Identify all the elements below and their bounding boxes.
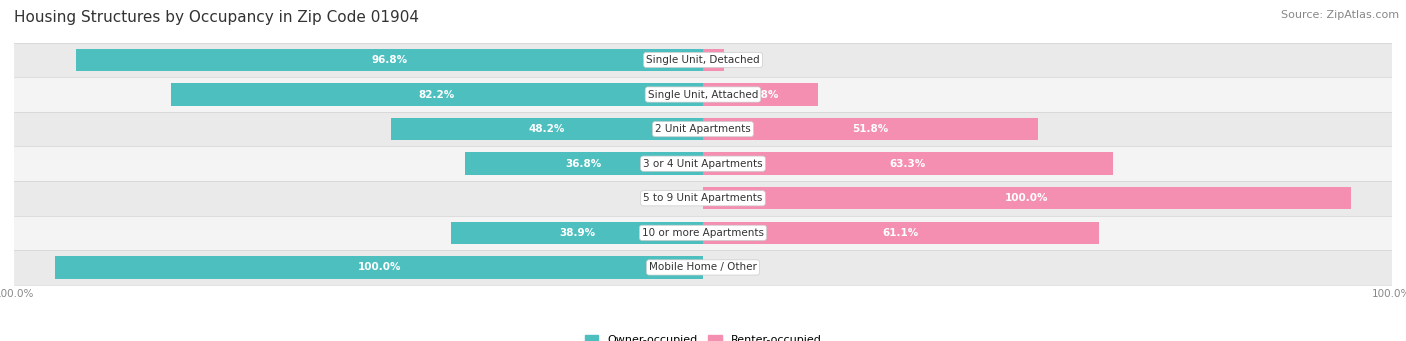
Text: 100.0%: 100.0% xyxy=(357,263,401,272)
Bar xyxy=(703,49,724,71)
Bar xyxy=(170,83,703,106)
Text: 48.2%: 48.2% xyxy=(529,124,565,134)
Bar xyxy=(14,250,1392,285)
Text: 3.2%: 3.2% xyxy=(731,55,756,65)
Bar xyxy=(703,152,1114,175)
Text: Single Unit, Attached: Single Unit, Attached xyxy=(648,90,758,100)
Bar xyxy=(14,43,1392,77)
Text: 3 or 4 Unit Apartments: 3 or 4 Unit Apartments xyxy=(643,159,763,169)
Bar xyxy=(464,152,703,175)
Text: 36.8%: 36.8% xyxy=(565,159,602,169)
Bar xyxy=(14,146,1392,181)
Text: 82.2%: 82.2% xyxy=(419,90,456,100)
Text: Mobile Home / Other: Mobile Home / Other xyxy=(650,263,756,272)
Text: 61.1%: 61.1% xyxy=(883,228,920,238)
Text: Source: ZipAtlas.com: Source: ZipAtlas.com xyxy=(1281,10,1399,20)
Text: 0.0%: 0.0% xyxy=(710,263,737,272)
Text: 100.0%: 100.0% xyxy=(1005,193,1049,203)
Bar xyxy=(14,181,1392,216)
Text: 5 to 9 Unit Apartments: 5 to 9 Unit Apartments xyxy=(644,193,762,203)
Text: Housing Structures by Occupancy in Zip Code 01904: Housing Structures by Occupancy in Zip C… xyxy=(14,10,419,25)
Bar xyxy=(76,49,703,71)
Bar xyxy=(703,118,1039,140)
Text: 0.0%: 0.0% xyxy=(669,193,696,203)
Text: 2 Unit Apartments: 2 Unit Apartments xyxy=(655,124,751,134)
Text: 96.8%: 96.8% xyxy=(371,55,408,65)
Bar xyxy=(391,118,703,140)
Text: 63.3%: 63.3% xyxy=(890,159,927,169)
Text: 38.9%: 38.9% xyxy=(560,228,595,238)
Text: 10 or more Apartments: 10 or more Apartments xyxy=(643,228,763,238)
Text: 17.8%: 17.8% xyxy=(742,90,779,100)
Bar xyxy=(703,222,1098,244)
Text: 51.8%: 51.8% xyxy=(852,124,889,134)
Bar xyxy=(703,187,1351,209)
Legend: Owner-occupied, Renter-occupied: Owner-occupied, Renter-occupied xyxy=(581,331,825,341)
Bar xyxy=(55,256,703,279)
Text: Single Unit, Detached: Single Unit, Detached xyxy=(647,55,759,65)
Bar xyxy=(14,77,1392,112)
Bar xyxy=(14,216,1392,250)
Bar xyxy=(451,222,703,244)
Bar xyxy=(14,112,1392,146)
Bar xyxy=(703,83,818,106)
